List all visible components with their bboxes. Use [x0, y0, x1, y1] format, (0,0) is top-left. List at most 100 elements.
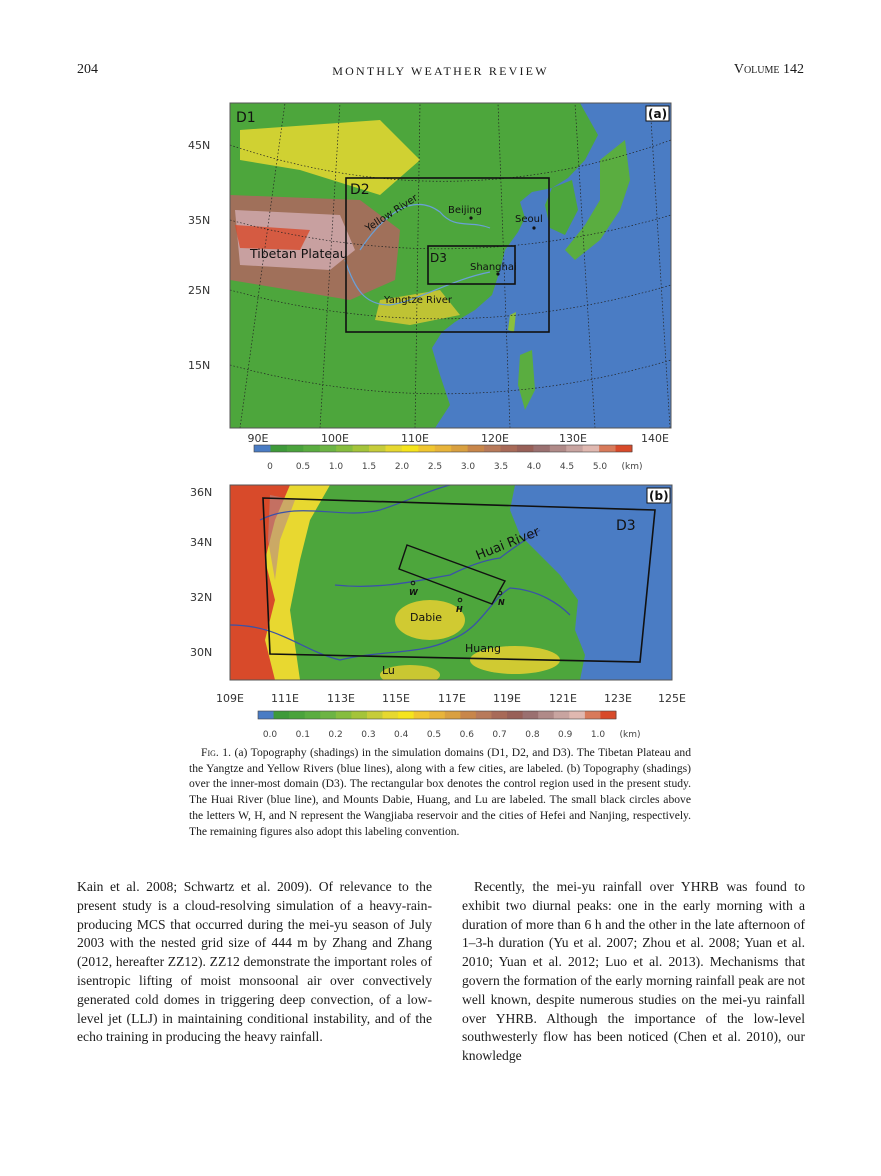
colorbar-tick: 1.5: [362, 462, 376, 472]
caption-label: Fig. 1.: [201, 746, 231, 759]
colorbar-segment: [475, 711, 492, 719]
domain-label-d3: D3: [430, 251, 447, 265]
volume-label: Volume 142: [733, 62, 804, 77]
colorbar-segment: [303, 445, 321, 452]
lat-tick: 15N: [188, 359, 210, 372]
colorbar-segment: [319, 445, 337, 452]
beijing-marker: [469, 216, 473, 220]
colorbar-segment: [582, 445, 600, 452]
colorbar-tick: 0.7: [492, 730, 506, 740]
colorbar-segment: [507, 711, 524, 719]
panel-tag-box: [645, 105, 670, 122]
land-asia: [230, 103, 598, 428]
lon-tick: 100E: [321, 432, 349, 445]
lon-tick: 117E: [438, 692, 466, 705]
colorbar-segment: [533, 445, 551, 452]
colorbar-segment: [429, 711, 446, 719]
colorbar-segment: [385, 445, 403, 452]
colorbar-segment: [369, 445, 386, 452]
colorbar-segment: [413, 711, 430, 719]
colorbar-segment: [418, 445, 436, 452]
colorbar-segment: [522, 711, 539, 719]
colorbar-segment: [538, 711, 555, 719]
label-w: W: [409, 588, 419, 597]
graticule: [230, 103, 671, 428]
land-korea: [545, 180, 578, 235]
colorbar-segment: [304, 711, 321, 719]
yangtze-river-b: [230, 587, 571, 661]
colorbar-frame: [253, 444, 633, 453]
colorbar-segment: [286, 445, 304, 452]
lon-tick: 110E: [401, 432, 429, 445]
lat-tick: 34N: [190, 536, 212, 549]
colorbar-segment: [444, 711, 461, 719]
domain-d3-outline: [262, 497, 656, 663]
wangjiaba-marker: [410, 580, 416, 586]
label-h: H: [456, 605, 463, 614]
colorbar-segment: [254, 445, 271, 452]
colorbar-segment: [320, 711, 337, 719]
figure-panel-b: D3 Huai River Dabie Huang Lu W H N (b) 3…: [190, 484, 686, 740]
land-philippines: [518, 350, 535, 410]
colorbar-tick: 0.9: [558, 730, 573, 740]
body-text-right-column: Recently, the mei-yu rainfall over YHRB …: [462, 879, 805, 1064]
colorbar-tick: 5.0: [593, 462, 608, 472]
colorbar-tick: 0.4: [394, 730, 409, 740]
colorbar-tick: 4.5: [560, 462, 574, 472]
colorbar-tick: 0.1: [296, 730, 310, 740]
lon-tick: 130E: [559, 432, 587, 445]
colorbar-segment: [549, 445, 567, 452]
lat-tick: 45N: [188, 139, 210, 152]
colorbar-segment: [553, 711, 570, 719]
ocean: [510, 485, 672, 680]
colorbar-a: [253, 444, 633, 453]
lat-tick: 30N: [190, 646, 212, 659]
colorbar-tick: 2.0: [395, 462, 410, 472]
plateau-red: [235, 225, 310, 250]
lon-tick: 109E: [216, 692, 244, 705]
colorbar-segment: [270, 445, 288, 452]
colorbar-unit: (km): [619, 730, 640, 740]
dabie-highland: [395, 600, 465, 640]
colorbar-segment: [352, 445, 370, 452]
colorbar-tick: 2.5: [428, 462, 442, 472]
colorbar-segment: [484, 445, 502, 452]
land-taiwan: [508, 312, 516, 332]
label-n: N: [498, 598, 505, 607]
seoul-marker: [532, 226, 536, 230]
colorbar-tick: 4.0: [527, 462, 542, 472]
map-frame: [229, 102, 672, 429]
highland-yellow: [240, 120, 420, 195]
domain-label-d2: D2: [350, 182, 370, 198]
colorbar-tick: 0.2: [328, 730, 342, 740]
yellow-river: [359, 203, 491, 251]
lat-tick: 35N: [188, 214, 210, 227]
lon-tick: 121E: [549, 692, 577, 705]
lon-tick: 115E: [382, 692, 410, 705]
shanghai-marker: [496, 272, 500, 276]
colorbar-segment: [600, 711, 617, 719]
map-frame: [229, 484, 673, 681]
colorbar-segment: [336, 445, 354, 452]
yellow-band: [375, 290, 460, 325]
colorbar-segment: [615, 445, 633, 452]
lu-highland: [380, 665, 440, 680]
lon-tick: 140E: [641, 432, 669, 445]
colorbar-unit: (km): [621, 462, 642, 472]
colorbar-segment: [273, 711, 290, 719]
label-shanghai: Shanghai: [470, 262, 517, 273]
label-tibetan-plateau: Tibetan Plateau: [249, 246, 348, 261]
colorbar-segment: [599, 445, 617, 452]
colorbar-tick: 0.0: [263, 730, 278, 740]
domain-label-d1: D1: [236, 110, 256, 126]
colorbar-segment: [467, 445, 485, 452]
caption-text: (a) Topography (shadings) in the simulat…: [189, 746, 691, 838]
hefei-marker: [457, 597, 463, 603]
colorbar-tick: 3.0: [461, 462, 476, 472]
journal-title: MONTHLY WEATHER REVIEW: [332, 64, 549, 78]
body-text-left-column: Kain et al. 2008; Schwartz et al. 2009).…: [77, 879, 432, 1045]
land-japan: [565, 140, 630, 260]
colorbar-segment: [258, 711, 275, 719]
control-region-box: [398, 544, 507, 605]
lat-tick: 32N: [190, 591, 212, 604]
